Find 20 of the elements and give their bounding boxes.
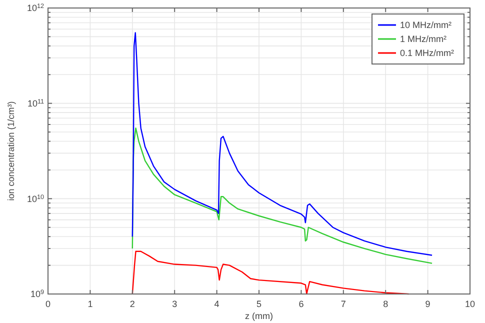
x-tick-label: 2 — [130, 299, 135, 309]
y-tick-label: 10$^{9}$ — [30, 288, 44, 300]
x-tick-label: 1 — [88, 299, 93, 309]
x-tick-label: 4 — [214, 299, 220, 309]
y-tick-label: 10$^{10}$ — [26, 193, 44, 204]
x-tick-label: 9 — [425, 299, 430, 309]
legend-label: 0.1 MHz/mm² — [400, 48, 454, 58]
x-tick-label: 0 — [45, 299, 51, 309]
x-tick-label: 5 — [256, 299, 262, 309]
y-tick-label: 10$^{12}$ — [26, 2, 44, 14]
x-tick-label: 10 — [464, 299, 476, 309]
y-axis-title: ion concentration (1/cm³) — [6, 101, 16, 201]
x-tick-label: 3 — [172, 299, 178, 309]
x-tick-label: 8 — [383, 299, 388, 309]
x-axis-title: z (mm) — [245, 311, 273, 321]
x-tick-label: 6 — [298, 299, 304, 309]
legend-label: 1 MHz/mm² — [400, 34, 446, 44]
y-tick-label: 10$^{11}$ — [27, 98, 44, 108]
legend-label: 10 MHz/mm² — [400, 20, 452, 30]
x-tick-label: 7 — [340, 299, 346, 309]
